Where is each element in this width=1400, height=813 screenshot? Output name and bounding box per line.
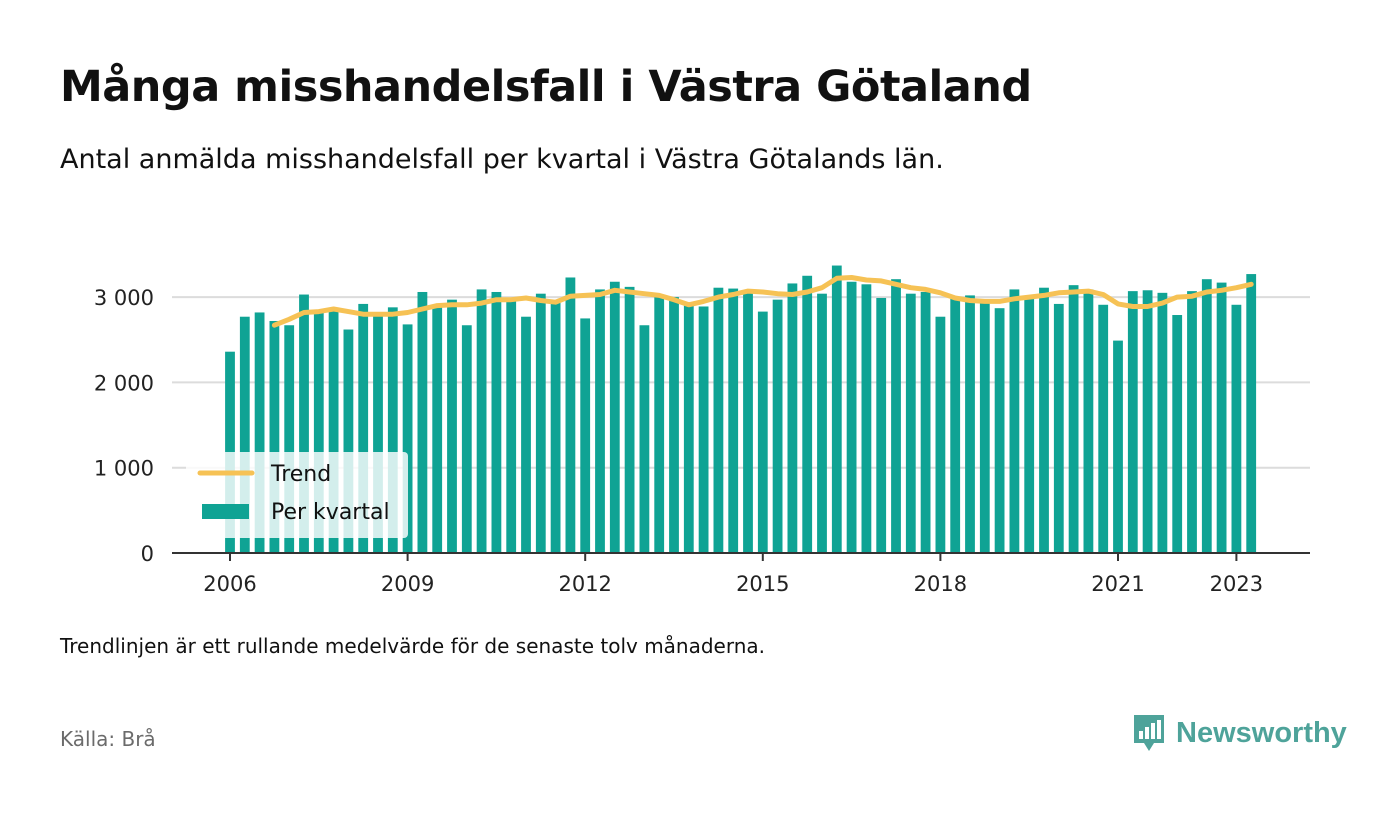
y-tick-label: 0 xyxy=(141,542,154,566)
x-tick-label: 2015 xyxy=(736,572,789,596)
y-tick-label: 2 000 xyxy=(94,371,154,395)
bar xyxy=(1009,289,1020,553)
bar xyxy=(1172,315,1183,553)
bar xyxy=(1246,274,1257,553)
bar xyxy=(254,312,265,553)
bar xyxy=(313,310,324,553)
bar xyxy=(1187,291,1197,553)
x-tick-label: 2018 xyxy=(914,572,967,596)
bar xyxy=(491,291,502,553)
bar xyxy=(1216,282,1227,553)
bar xyxy=(565,277,576,553)
legend-trend-label: Trend xyxy=(270,462,331,487)
bar xyxy=(239,316,250,553)
bar xyxy=(299,294,309,553)
chart-subtitle: Antal anmälda misshandelsfall per kvarta… xyxy=(60,144,944,175)
bar xyxy=(284,325,295,553)
bar xyxy=(1098,304,1109,553)
chart-svg: 0 1 000 2 000 3 000 2006 2009 2012 2015 2018 202… xyxy=(94,265,1310,596)
chart-note: Trendlinjen är ett rullande medelvärde f… xyxy=(60,634,766,658)
bar xyxy=(447,299,457,553)
bar xyxy=(905,293,916,553)
x-tick-label: 2012 xyxy=(558,572,611,596)
bar xyxy=(1068,285,1079,553)
bar xyxy=(521,316,531,553)
bar xyxy=(831,265,842,553)
bar xyxy=(506,300,517,553)
bar xyxy=(580,318,591,553)
legend: Trend Per kvartal xyxy=(186,452,408,538)
bar xyxy=(432,305,443,553)
bar xyxy=(979,303,990,553)
bar xyxy=(1127,291,1138,553)
bar xyxy=(891,279,901,553)
bar xyxy=(550,300,561,553)
bar xyxy=(654,294,665,553)
bar xyxy=(743,291,753,553)
bar xyxy=(950,297,961,553)
bar xyxy=(787,283,798,553)
bar xyxy=(639,325,650,553)
bar xyxy=(358,303,369,553)
legend-bar-swatch xyxy=(202,504,249,519)
bar xyxy=(669,297,679,553)
bar xyxy=(965,295,975,553)
chart-title: Många misshandelsfall i Västra Götaland xyxy=(60,62,1032,112)
bar-chart-speech-bubble-icon xyxy=(1134,715,1164,751)
bar xyxy=(1039,287,1049,553)
brand-logo: Newsworthy xyxy=(1132,712,1347,754)
bar xyxy=(417,291,428,553)
bar xyxy=(713,287,724,553)
y-axis: 0 1 000 2 000 3 000 xyxy=(94,286,154,566)
bar xyxy=(1157,292,1168,553)
bar xyxy=(1142,290,1153,553)
bar xyxy=(343,329,354,553)
bar xyxy=(876,297,887,553)
x-tick-label: 2009 xyxy=(381,572,434,596)
bar xyxy=(595,289,605,553)
bar xyxy=(1201,279,1212,553)
bar xyxy=(402,324,413,553)
bar xyxy=(846,281,857,553)
bar xyxy=(1024,297,1035,553)
bar xyxy=(1083,289,1094,553)
bar xyxy=(817,293,827,553)
bar xyxy=(757,311,768,553)
source-credit: Källa: Brå xyxy=(60,727,156,751)
bar xyxy=(772,299,783,553)
bar xyxy=(269,320,280,553)
bar-series xyxy=(225,265,1257,553)
bar xyxy=(920,291,931,553)
bar xyxy=(624,286,635,553)
bar xyxy=(994,308,1005,553)
bar xyxy=(1231,304,1242,553)
bar xyxy=(1053,303,1064,553)
bar xyxy=(728,288,739,553)
bar xyxy=(698,306,709,553)
bar xyxy=(461,325,472,553)
bar xyxy=(1113,340,1123,553)
trend-line xyxy=(271,275,1254,328)
bar xyxy=(535,293,546,553)
bar xyxy=(802,275,813,553)
x-axis: 2006 2009 2012 2015 2018 2021 2023 xyxy=(203,553,1263,596)
x-tick-label: 2023 xyxy=(1210,572,1263,596)
legend-bar-label: Per kvartal xyxy=(271,500,390,525)
bar xyxy=(373,315,383,553)
bar xyxy=(861,284,872,553)
x-tick-label: 2021 xyxy=(1091,572,1144,596)
bar xyxy=(387,307,398,553)
gridlines xyxy=(172,296,1310,469)
bar xyxy=(683,305,694,553)
bar xyxy=(328,308,339,553)
brand-name: Newsworthy xyxy=(1176,716,1347,749)
bar xyxy=(609,281,620,553)
y-tick-label: 1 000 xyxy=(94,457,154,481)
y-tick-label: 3 000 xyxy=(94,286,154,310)
bar xyxy=(935,316,946,553)
bar xyxy=(476,289,487,553)
x-tick-label: 2006 xyxy=(203,572,256,596)
